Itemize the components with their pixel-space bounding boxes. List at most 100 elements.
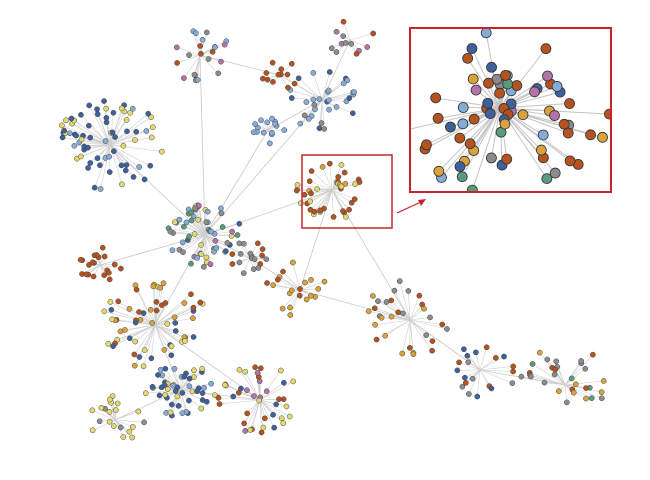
node xyxy=(353,50,360,57)
node xyxy=(181,223,187,230)
node xyxy=(340,18,347,25)
node xyxy=(395,309,402,316)
edge xyxy=(391,316,411,321)
node xyxy=(94,111,101,118)
node xyxy=(157,366,164,373)
edge xyxy=(298,78,323,101)
node xyxy=(198,405,205,412)
edge xyxy=(154,305,163,326)
node xyxy=(188,291,194,298)
node xyxy=(181,373,188,380)
edge xyxy=(331,189,350,210)
node xyxy=(256,397,263,404)
node xyxy=(405,288,412,294)
node xyxy=(375,298,381,305)
node xyxy=(229,261,236,267)
inset-node xyxy=(541,173,553,184)
node xyxy=(288,60,295,67)
node xyxy=(78,111,84,118)
node xyxy=(194,77,201,83)
inset-node xyxy=(542,70,553,82)
edge xyxy=(134,324,156,355)
edge xyxy=(92,410,116,421)
node xyxy=(182,338,188,344)
node xyxy=(73,132,80,139)
edge xyxy=(114,411,139,421)
node xyxy=(106,169,113,175)
edge xyxy=(154,234,206,326)
edge xyxy=(259,398,279,401)
node xyxy=(287,304,293,311)
node xyxy=(190,315,196,322)
node xyxy=(303,99,310,105)
node xyxy=(272,121,278,127)
node xyxy=(258,429,265,436)
edge xyxy=(408,290,411,321)
node xyxy=(308,292,314,299)
node xyxy=(97,162,103,169)
node xyxy=(181,300,188,306)
nodes xyxy=(58,18,607,441)
node xyxy=(171,219,178,226)
node xyxy=(218,205,224,212)
edge xyxy=(409,319,433,342)
edge xyxy=(136,289,156,326)
inset-node xyxy=(467,73,479,85)
node xyxy=(215,70,222,77)
node xyxy=(123,117,130,123)
node xyxy=(296,292,303,299)
node xyxy=(199,390,206,396)
node xyxy=(258,117,264,124)
node xyxy=(492,355,499,361)
edge xyxy=(530,376,566,386)
node xyxy=(429,347,435,354)
node xyxy=(218,58,224,65)
node xyxy=(423,332,429,339)
node xyxy=(269,129,275,136)
node xyxy=(269,115,275,122)
node xyxy=(317,207,323,214)
edge xyxy=(154,324,182,343)
node xyxy=(264,119,271,126)
node xyxy=(469,375,476,382)
edge xyxy=(557,366,566,386)
edge xyxy=(191,220,206,236)
node xyxy=(115,298,122,305)
node xyxy=(488,385,495,392)
node xyxy=(325,87,332,94)
edge xyxy=(479,369,514,372)
node xyxy=(284,71,291,78)
inset xyxy=(410,28,611,192)
node xyxy=(129,105,136,112)
edge xyxy=(239,243,251,259)
node xyxy=(311,101,318,108)
node xyxy=(238,385,244,392)
node xyxy=(133,286,140,293)
edge xyxy=(259,382,285,401)
node xyxy=(191,71,198,78)
node xyxy=(131,362,138,369)
node xyxy=(148,134,155,141)
node xyxy=(89,259,96,266)
node xyxy=(140,363,147,370)
edge xyxy=(198,205,206,236)
node xyxy=(153,299,160,305)
node xyxy=(382,332,389,339)
node xyxy=(342,180,349,187)
inset-node xyxy=(517,109,529,121)
edge xyxy=(114,419,133,438)
node xyxy=(280,268,286,275)
edge xyxy=(349,39,368,48)
node xyxy=(68,115,75,122)
inset-nodes xyxy=(410,28,611,192)
node xyxy=(85,144,91,151)
edge xyxy=(554,369,566,386)
node xyxy=(208,228,215,235)
edge xyxy=(564,368,586,386)
inset-node xyxy=(494,87,506,99)
edge xyxy=(479,356,505,371)
node xyxy=(333,28,340,35)
node xyxy=(278,415,285,422)
node xyxy=(308,190,314,197)
